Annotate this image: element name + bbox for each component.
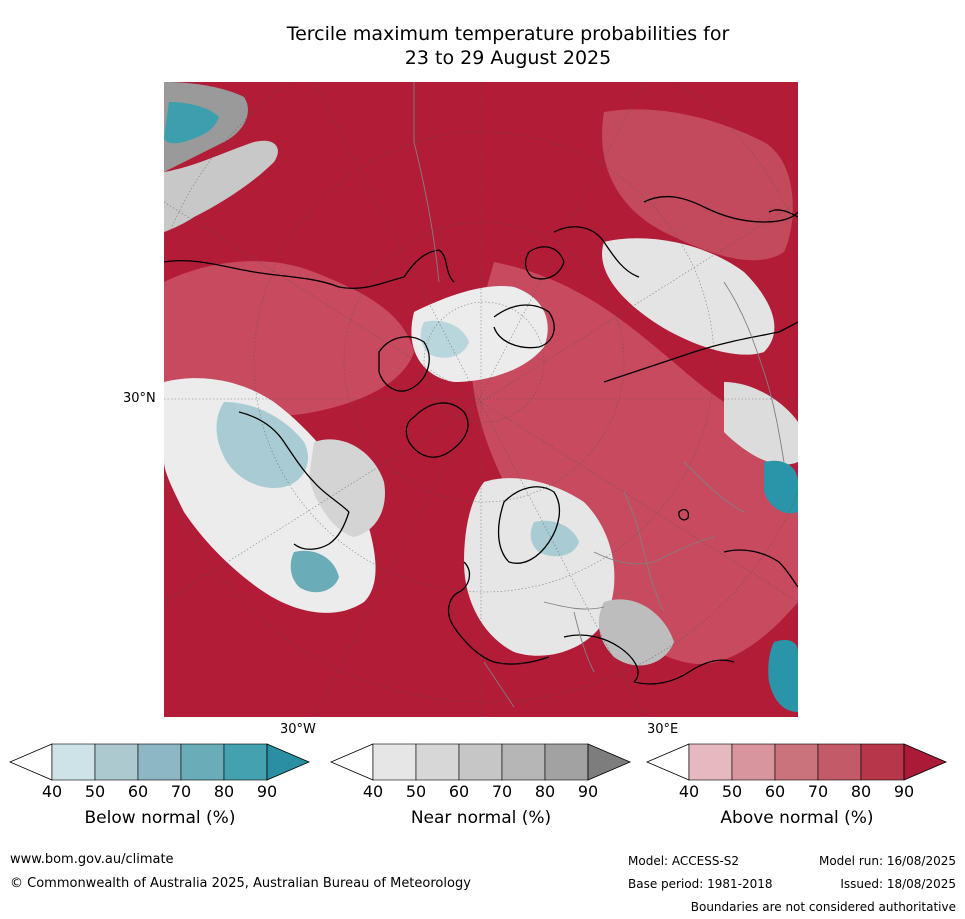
above-mid-asia-east: [602, 109, 793, 261]
tick-label: 80: [534, 782, 556, 801]
colorbar-below-70-80: [180, 743, 225, 781]
lon-label-30w: 30°W: [280, 722, 316, 737]
colorbar-above-low-arrow: [645, 743, 690, 781]
below-normal-scandinavia: [530, 520, 579, 557]
near-normal-pacific-strip: [164, 140, 278, 232]
colorbar-below-60-70: [137, 743, 182, 781]
country-borders: [413, 82, 785, 708]
lon-label-30e: 30°E: [647, 722, 679, 737]
colorbar-near-normal: [329, 743, 632, 782]
near-normal-europe: [464, 478, 615, 656]
below-normal-pacific-teal: [164, 102, 219, 144]
website-link[interactable]: www.bom.gov.au/climate: [10, 852, 174, 867]
near-normal-gray-east: [598, 599, 674, 666]
tick-label: 90: [256, 782, 278, 801]
colorbar-above-80-90: [860, 743, 905, 781]
tick-label: 80: [850, 782, 872, 801]
tick-label: 60: [448, 782, 470, 801]
below-normal-southeast-edge: [768, 640, 798, 712]
tick-label: 90: [893, 782, 915, 801]
disclaimer-text: Boundaries are not considered authoritat…: [690, 900, 956, 914]
tick-label: 70: [491, 782, 513, 801]
colorbar-near-title: Near normal (%): [410, 808, 552, 828]
map-canvas: [164, 82, 798, 717]
tick-label: 50: [84, 782, 106, 801]
model-run-text: Model run: 16/08/2025: [818, 854, 956, 868]
above-mid-eurasia: [471, 262, 798, 664]
coastlines: [164, 195, 798, 685]
colorbar-below-50-60: [94, 743, 139, 781]
tick-label: 40: [362, 782, 384, 801]
title-line-2: 23 to 29 August 2025: [404, 47, 612, 69]
tick-label: 70: [170, 782, 192, 801]
colorbar-near-60-70: [458, 743, 503, 781]
colorbar-below-40-50: [51, 743, 96, 781]
below-normal-atlantic-low: [290, 550, 339, 593]
tick-label: 40: [41, 782, 63, 801]
colorbar-near-low-arrow: [329, 743, 374, 781]
near-normal-arctic: [411, 286, 548, 382]
near-normal-central-asia: [724, 382, 798, 465]
colorbar-near-70-80: [501, 743, 546, 781]
tick-label: 50: [721, 782, 743, 801]
below-normal-canada: [216, 402, 308, 488]
colorbar-near-80-90: [544, 743, 589, 781]
near-normal-greenland-strip: [309, 439, 385, 537]
graticule: [164, 82, 798, 717]
colorbar-below-high-arrow: [266, 743, 311, 781]
tick-label: 70: [807, 782, 829, 801]
tick-label: 90: [577, 782, 599, 801]
colorbar-above-40-50: [688, 743, 733, 781]
colorbar-near-40-50: [372, 743, 417, 781]
map-title: Tercile maximum temperature probabilitie…: [0, 22, 965, 70]
colorbar-above-high-arrow: [903, 743, 948, 781]
colorbar-above-50-60: [731, 743, 776, 781]
tick-label: 40: [678, 782, 700, 801]
tick-label: 60: [127, 782, 149, 801]
above-mid-americas: [164, 261, 414, 417]
tick-label: 80: [213, 782, 235, 801]
title-line-1: Tercile maximum temperature probabilitie…: [286, 23, 730, 45]
base-period-text: Base period: 1981-2018: [628, 877, 773, 891]
model-text: Model: ACCESS-S2: [628, 854, 740, 868]
colorbar-above-normal: [645, 743, 948, 782]
colorbar-near-high-arrow: [587, 743, 632, 781]
below-normal-arctic: [420, 320, 469, 358]
near-normal-siberia: [602, 238, 775, 355]
colorbar-above-title: Above normal (%): [720, 808, 874, 828]
colorbar-below-low-arrow: [8, 743, 53, 781]
colorbar-below-title: Below normal (%): [84, 808, 236, 828]
tick-label: 60: [764, 782, 786, 801]
issued-text: Issued: 18/08/2025: [840, 877, 956, 891]
colorbar-below-normal: [8, 743, 311, 782]
forecast-map: [164, 82, 798, 717]
colorbar-below-80-90: [223, 743, 268, 781]
colorbar-above-70-80: [817, 743, 862, 781]
lat-label-30n: 30°N: [123, 391, 156, 406]
tick-label: 50: [405, 782, 427, 801]
colorbar-above-60-70: [774, 743, 819, 781]
colorbar-near-50-60: [415, 743, 460, 781]
copyright-text: © Commonwealth of Australia 2025, Austra…: [10, 876, 471, 891]
below-normal-east-edge: [764, 460, 798, 514]
near-normal-americas: [164, 378, 376, 613]
